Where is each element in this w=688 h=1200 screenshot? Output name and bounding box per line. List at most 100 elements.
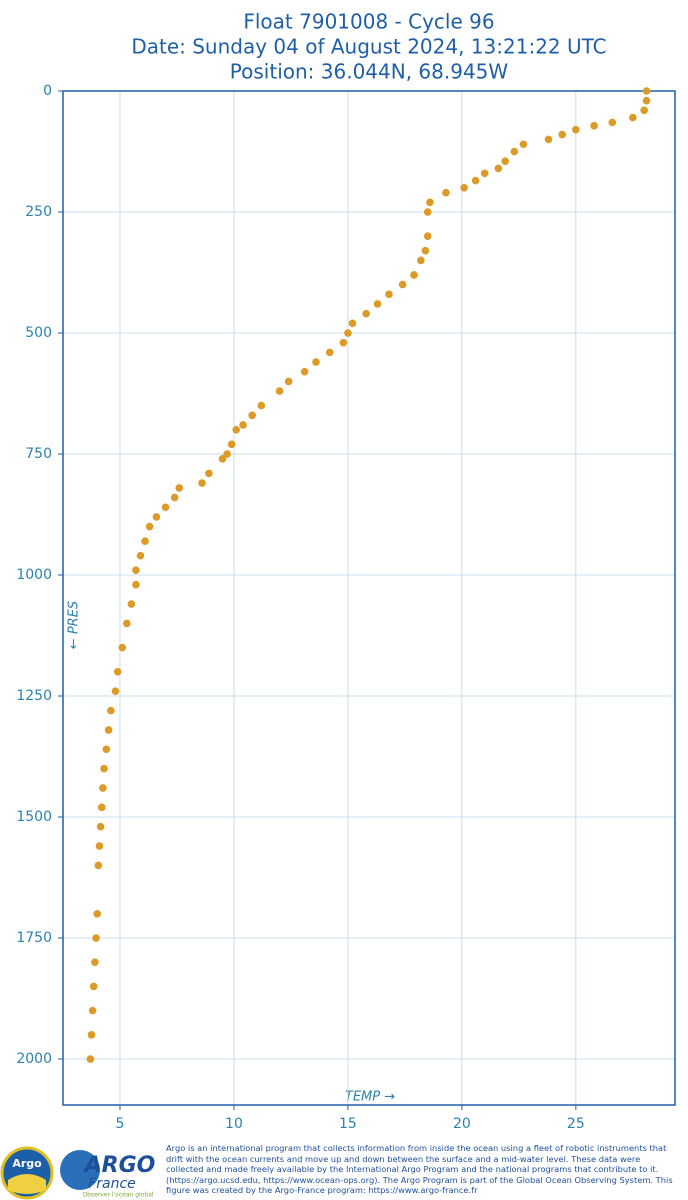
- data-point: [558, 130, 566, 139]
- footer-text: Argo is an international program that co…: [166, 1143, 673, 1196]
- data-point: [385, 290, 393, 299]
- x-tick-label: 10: [225, 1116, 243, 1132]
- x-tick-label: 5: [116, 1116, 125, 1132]
- data-point: [227, 440, 236, 449]
- logo-tagline: Observer l'océan global: [82, 1192, 153, 1199]
- data-point: [248, 411, 256, 420]
- data-point: [123, 619, 131, 628]
- data-point: [325, 348, 334, 357]
- y-tick-label: 0: [43, 83, 52, 99]
- data-point: [642, 96, 651, 105]
- data-point: [442, 188, 450, 197]
- x-axis-label: TEMP →: [345, 1090, 395, 1105]
- data-point: [205, 469, 213, 478]
- data-point: [132, 566, 140, 574]
- data-point: [161, 503, 170, 512]
- data-point: [96, 822, 105, 831]
- data-point: [95, 842, 104, 850]
- data-point: [111, 687, 120, 695]
- data-point: [284, 377, 293, 386]
- data-point: [141, 537, 149, 545]
- logos: Argo ARGO France Observer l'océan global: [0, 1146, 156, 1200]
- data-point: [104, 726, 113, 734]
- data-point: [417, 256, 425, 265]
- data-point: [145, 522, 154, 531]
- data-point: [136, 551, 145, 560]
- data-point: [86, 1055, 95, 1063]
- y-axis-label: ← PRES: [67, 601, 82, 649]
- data-point: [88, 1006, 97, 1015]
- data-point: [608, 118, 617, 127]
- plot-frame: [62, 90, 676, 1106]
- y-tick-label: 1750: [16, 930, 52, 946]
- data-point: [107, 706, 115, 715]
- data-point: [362, 309, 370, 318]
- data-point: [87, 1031, 96, 1039]
- data-point: [239, 421, 247, 429]
- data-point: [519, 140, 528, 149]
- data-point: [118, 643, 127, 652]
- x-tick-label: 20: [453, 1116, 471, 1132]
- data-point: [398, 280, 407, 289]
- data-point: [590, 122, 598, 130]
- logo-text: Argo: [12, 1157, 42, 1170]
- data-point: [113, 668, 122, 676]
- data-point: [300, 367, 309, 376]
- chart-title: Position: 36.044N, 68.945W: [230, 60, 509, 84]
- data-point: [97, 803, 106, 812]
- y-tick-label: 1250: [16, 688, 52, 704]
- data-point: [198, 479, 206, 487]
- data-point: [312, 358, 320, 366]
- data-point: [127, 600, 136, 608]
- data-point: [132, 580, 140, 589]
- data-point: [572, 125, 580, 134]
- data-point: [275, 387, 284, 395]
- y-tick-label: 750: [25, 446, 52, 462]
- data-point: [629, 113, 637, 122]
- data-point: [501, 157, 509, 165]
- data-point: [170, 493, 179, 502]
- y-tick-label: 2000: [16, 1051, 52, 1067]
- data-point: [480, 169, 489, 178]
- data-point: [410, 271, 418, 279]
- y-tick-label: 500: [25, 325, 52, 341]
- x-tick-label: 25: [567, 1116, 585, 1132]
- data-point: [218, 455, 227, 463]
- data-point: [344, 329, 352, 337]
- data-point: [257, 401, 266, 410]
- data-point: [494, 164, 503, 173]
- data-point: [100, 764, 108, 773]
- chart-title: Float 7901008 - Cycle 96: [243, 10, 494, 34]
- data-point: [640, 106, 649, 115]
- chart-title: Date: Sunday 04 of August 2024, 13:21:22…: [131, 35, 606, 59]
- data-point: [99, 784, 107, 792]
- y-tick-label: 1500: [16, 809, 52, 825]
- logo-text: France: [88, 1176, 136, 1192]
- data-point: [510, 147, 519, 156]
- data-point: [348, 319, 357, 328]
- data-point: [94, 861, 103, 870]
- data-point: [423, 208, 432, 216]
- data-point: [426, 198, 434, 207]
- data-point: [93, 910, 101, 918]
- data-point: [223, 450, 231, 458]
- chart: Float 7901008 - Cycle 96 Date: Sunday 04…: [16, 10, 676, 1132]
- data-point: [92, 934, 100, 942]
- logo-shape: [8, 1174, 46, 1194]
- x-tick-label: 15: [339, 1116, 357, 1132]
- data-point: [89, 982, 98, 991]
- y-tick-label: 250: [25, 204, 52, 220]
- data-point: [544, 135, 553, 144]
- data-point: [232, 426, 241, 434]
- data-point: [152, 513, 161, 521]
- data-point: [460, 184, 468, 192]
- data-point: [423, 232, 432, 241]
- argo-france-logo: [60, 1150, 100, 1190]
- data-point: [339, 338, 348, 347]
- data-point: [373, 300, 382, 308]
- data-point: [471, 176, 480, 185]
- data-point: [102, 745, 111, 754]
- data-point: [642, 87, 651, 95]
- logo-text: ARGO: [83, 1153, 156, 1178]
